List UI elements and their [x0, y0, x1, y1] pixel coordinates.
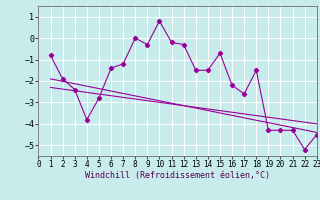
X-axis label: Windchill (Refroidissement éolien,°C): Windchill (Refroidissement éolien,°C) — [85, 171, 270, 180]
